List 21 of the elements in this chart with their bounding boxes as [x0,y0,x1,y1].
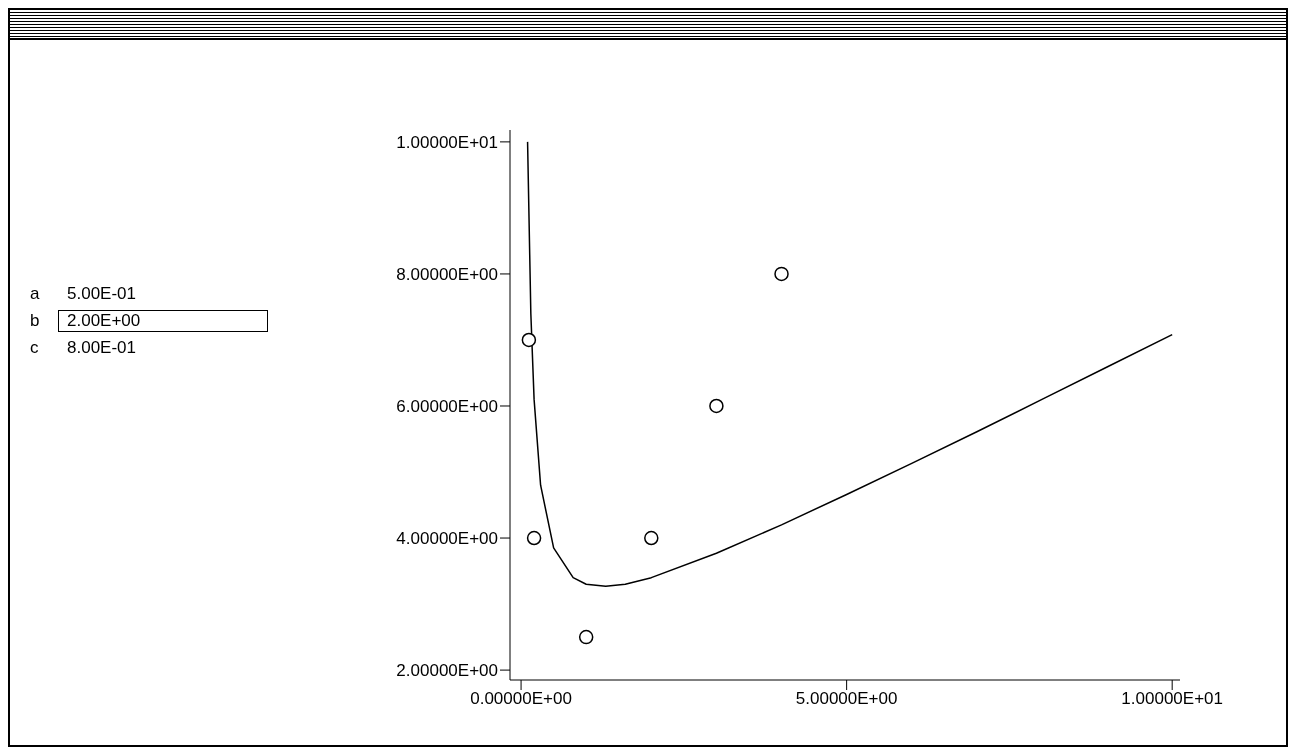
text: 2.00E+00 [58,309,268,332]
line-series [526,141,1173,587]
point [526,530,542,546]
x-tick-label: 0.00000E+00 [470,689,572,709]
y-tick-label: 4.00000E+00 [396,529,498,549]
text: 8.00E-01 [66,336,137,359]
y-tick-label: 1.00000E+01 [396,132,498,152]
text: a [30,283,41,304]
x-tick-label: 1.00000E+01 [1121,689,1224,709]
point [578,629,594,645]
x-tick-label: 5.00000E+00 [795,689,898,709]
point [644,530,659,546]
y-tick-label: 6.00000E+00 [396,397,498,417]
y-tick-label: 2.00000E+00 [396,661,498,681]
text: c [30,337,40,358]
text: b [30,310,41,331]
text: 5.00E-01 [66,282,137,305]
point [521,332,537,348]
y-tick-label: 8.00000E+00 [396,264,498,284]
point [774,266,789,282]
point [709,398,724,414]
